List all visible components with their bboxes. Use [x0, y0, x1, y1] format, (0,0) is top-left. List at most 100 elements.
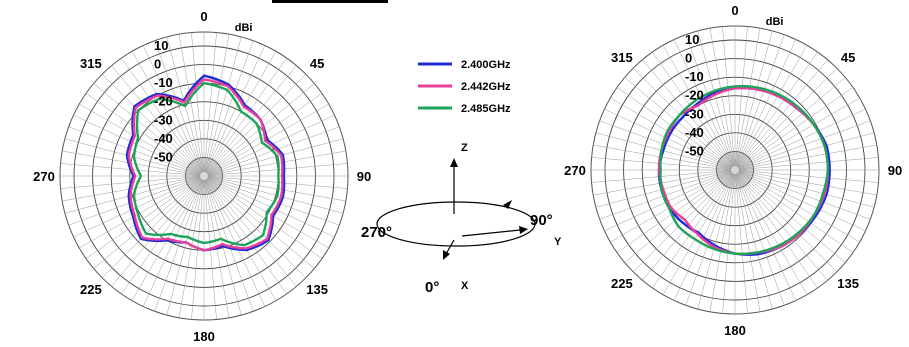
grid-spoke: [205, 179, 277, 301]
grid-spoke: [142, 179, 203, 307]
deg-90-label: 90°: [530, 212, 553, 229]
grid-spoke: [64, 176, 201, 214]
grid-spoke: [685, 34, 734, 167]
grid-spoke: [206, 178, 307, 279]
x-axis-line: [445, 239, 455, 255]
angle-label: 135: [837, 276, 859, 291]
ring-label: -10: [154, 75, 173, 90]
grid-spoke: [709, 28, 735, 167]
grid-spoke: [738, 171, 866, 232]
grid-spoke: [154, 40, 203, 173]
grid-spoke: [737, 173, 818, 289]
grid-spoke: [738, 132, 875, 170]
grid-spoke: [154, 179, 203, 312]
ring-label: -20: [685, 88, 704, 103]
ring-label: 10: [154, 38, 168, 53]
grid-spoke: [111, 178, 202, 287]
grid-spoke: [735, 28, 761, 167]
angle-label: 45: [310, 56, 324, 71]
series-line-2: [132, 81, 280, 247]
grid-spoke: [736, 39, 797, 167]
deg-0-label: 0°: [425, 279, 439, 296]
unit-label: dBi: [766, 16, 784, 28]
grid-spoke: [79, 103, 201, 175]
ring-label: -50: [685, 143, 704, 158]
grid-spoke: [207, 177, 329, 249]
ring-label: 0: [154, 57, 161, 72]
series-line-1: [127, 78, 284, 252]
angle-label: 45: [841, 50, 855, 65]
grid-spoke: [735, 26, 748, 167]
angle-label: 315: [611, 50, 633, 65]
angle-label: 225: [611, 276, 633, 291]
legend-label-1: 2.442GHz: [461, 81, 511, 93]
legend-label-0: 2.400GHz: [461, 59, 511, 71]
ring-label: -30: [685, 106, 704, 121]
rotation-ellipse: [376, 201, 536, 247]
grid-spoke: [207, 176, 346, 202]
grid-spoke: [131, 51, 203, 173]
grid-spoke: [207, 138, 344, 176]
angle-label: 270: [33, 169, 55, 184]
angle-label: 180: [724, 323, 746, 338]
grid-spoke: [204, 32, 217, 173]
grid-spoke: [738, 157, 879, 170]
grid-spoke: [204, 179, 242, 316]
grid-spoke: [206, 83, 315, 174]
grid-spoke: [737, 172, 838, 273]
grid-spoke: [205, 45, 266, 173]
grid-spoke: [79, 177, 201, 249]
grid-spoke: [204, 36, 242, 173]
angle-label: 180: [193, 329, 215, 344]
ring-label: -40: [685, 125, 704, 140]
grid-spoke: [738, 120, 871, 169]
ring-label: -50: [154, 149, 173, 164]
grid-spoke: [207, 103, 329, 175]
grid-spoke: [685, 173, 734, 306]
grid-spoke: [737, 172, 828, 281]
y-axis-line: [461, 229, 521, 237]
grid-spoke: [738, 144, 877, 170]
grid-spoke: [204, 34, 230, 173]
angle-label: 135: [306, 282, 328, 297]
grid-spoke: [206, 178, 315, 269]
grid-spoke: [697, 173, 735, 310]
series-line-2: [659, 84, 830, 256]
grid-spoke: [64, 138, 201, 176]
grid-spoke: [121, 57, 202, 173]
grid-spoke: [142, 45, 203, 173]
angle-label: 225: [80, 282, 102, 297]
grid-spoke: [738, 108, 866, 169]
grid-spoke: [738, 170, 877, 196]
angle-label: 270: [564, 163, 586, 178]
z-axis-label: Z: [461, 142, 468, 154]
legend: 2.400GHz 2.442GHz 2.485GHz: [418, 59, 511, 115]
grid-spoke: [736, 173, 785, 306]
z-axis-arrow: [450, 158, 458, 167]
grid-spoke: [709, 173, 735, 312]
grid-spoke: [101, 178, 202, 279]
x-axis-label: X: [461, 280, 469, 292]
ring-label: -30: [154, 112, 173, 127]
angle-label: 90: [357, 169, 371, 184]
grid-spoke: [735, 173, 761, 312]
deg-270-label: 270°: [361, 224, 392, 241]
grid-spoke: [85, 178, 201, 259]
grid-spoke: [737, 172, 846, 263]
angle-label: 0: [731, 3, 738, 18]
grid-spoke: [205, 40, 254, 173]
grid-spoke: [738, 97, 860, 169]
grid-spoke: [722, 26, 735, 167]
grid-spoke: [207, 178, 323, 259]
grid-spoke: [735, 173, 748, 314]
grid-spoke: [121, 179, 202, 295]
grid-spoke: [652, 51, 733, 167]
x-axis-arrow: [443, 250, 450, 260]
grid-spoke: [737, 59, 828, 168]
grid-spoke: [166, 179, 204, 316]
grid-spoke: [738, 171, 871, 220]
grid-spoke: [178, 179, 204, 318]
grid-spoke: [736, 173, 797, 301]
grid-spoke: [207, 150, 346, 176]
